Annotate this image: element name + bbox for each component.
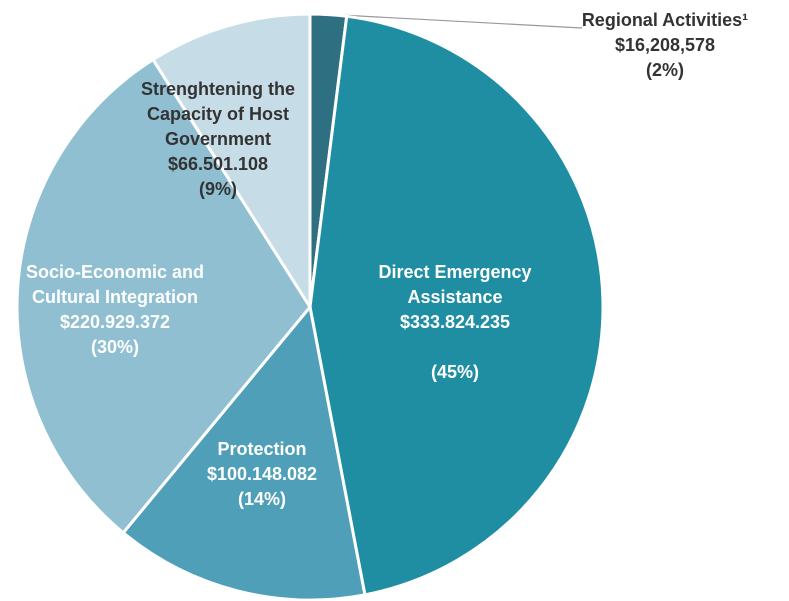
slice-amount: $16,208,578 bbox=[614, 35, 716, 55]
slice-amount: $66.501.108 bbox=[167, 154, 269, 174]
pie-slice bbox=[308, 14, 605, 597]
slice-name: Protection bbox=[217, 439, 307, 459]
slice-label: Strenghtening the Capacity of Host Gover… bbox=[116, 77, 321, 202]
pie-slice bbox=[15, 57, 312, 535]
pie-slice bbox=[121, 303, 367, 601]
slice-percent: (30%) bbox=[90, 337, 139, 357]
slice-amount: $220.929.372 bbox=[59, 312, 171, 332]
slice-label: Socio-Economic and Cultural Integration $… bbox=[20, 260, 210, 360]
slice-name: Regional Activities¹ bbox=[581, 10, 749, 30]
slice-name: Strenghtening the Capacity of Host Gover… bbox=[141, 79, 295, 149]
slice-label: Protection $100.148.082 (14%) bbox=[172, 437, 352, 512]
leader-line bbox=[321, 13, 583, 29]
slice-amount: $333.824.235 bbox=[399, 312, 511, 332]
slice-percent: (14%) bbox=[237, 489, 286, 509]
slice-percent: (2%) bbox=[645, 60, 684, 80]
slice-percent: (9%) bbox=[198, 179, 237, 199]
slice-name: Socio-Economic and Cultural Integration bbox=[25, 262, 205, 307]
slice-label: Regional Activities¹ $16,208,578 (2%) bbox=[550, 8, 780, 83]
slice-label: Direct Emergency Assistance $333.824.235 (… bbox=[350, 260, 560, 385]
slice-amount: $100.148.082 bbox=[206, 464, 318, 484]
slice-percent: (45%) bbox=[430, 362, 479, 382]
slice-name: Direct Emergency Assistance bbox=[378, 262, 532, 307]
pie-slice bbox=[150, 12, 312, 313]
